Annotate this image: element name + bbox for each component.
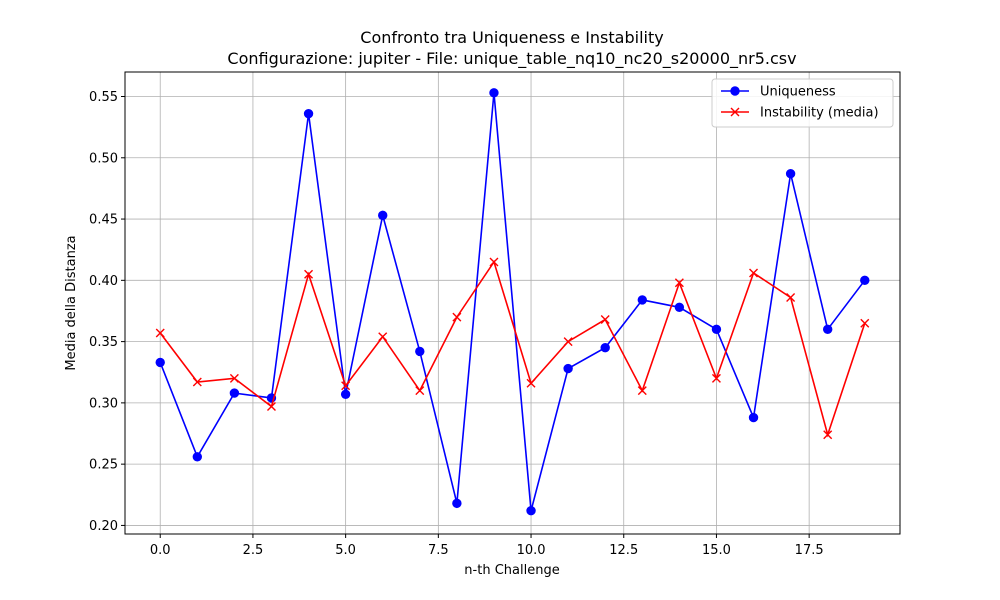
data-point-instability-media (526, 378, 536, 388)
x-tick-label: 15.0 (702, 543, 731, 558)
data-point-instability-media (304, 269, 314, 279)
data-point-uniqueness (415, 346, 425, 357)
data-point-instability-media (749, 268, 759, 278)
data-point-instability-media (860, 318, 870, 328)
data-point-uniqueness (378, 210, 388, 221)
data-point-uniqueness (785, 169, 796, 179)
data-point-uniqueness (822, 324, 833, 335)
data-point-instability-media (674, 278, 684, 288)
data-point-instability-media (452, 312, 462, 322)
data-point-instability-media (786, 292, 796, 302)
data-point-instability-media (489, 257, 499, 267)
data-point-uniqueness (452, 498, 462, 509)
legend-label-uniqueness: Uniqueness (760, 85, 836, 100)
data-point-instability-media (378, 332, 388, 342)
legend-box (711, 78, 894, 128)
data-point-uniqueness (711, 324, 722, 335)
x-tick-label: 2.5 (243, 543, 264, 558)
data-point-uniqueness (489, 88, 499, 98)
y-tick-label: 0.50 (89, 151, 118, 166)
chart-title-line2: Configurazione: jupiter - File: unique_t… (227, 49, 796, 69)
grid (125, 72, 900, 534)
data-point-uniqueness (563, 363, 573, 374)
data-point-uniqueness (860, 275, 870, 286)
data-point-uniqueness (155, 357, 165, 368)
data-point-instability-media (229, 373, 239, 383)
y-tick-label: 0.55 (89, 90, 118, 105)
data-point-instability-media (341, 381, 351, 391)
data-point-uniqueness (674, 302, 685, 312)
data-point-instability-media (637, 386, 647, 396)
data-point-instability-media (711, 373, 721, 383)
x-axis-label: n-th Challenge (464, 563, 559, 578)
x-tick-label: 5.0 (335, 543, 356, 558)
data-point-uniqueness (526, 506, 536, 516)
y-tick-label: 0.45 (89, 213, 118, 228)
plot-frame (124, 71, 901, 535)
series-line-instability-media (159, 260, 866, 438)
series-line-uniqueness (159, 92, 866, 511)
data-point-instability-media (563, 337, 573, 347)
data-point-uniqueness (229, 388, 240, 398)
legend: Uniqueness Instability (media) (711, 78, 894, 128)
x-axis: 0.0 2.5 5.0 7.5 10.0 12.5 15.0 17.5 (150, 534, 824, 558)
data-point-instability-media (600, 315, 610, 325)
data-point-instability-media (823, 430, 833, 440)
y-tick-label: 0.25 (89, 458, 118, 473)
x-tick-label: 0.0 (150, 543, 171, 558)
x-tick-label: 10.0 (517, 543, 546, 558)
data-point-instability-media (266, 402, 276, 412)
data-point-uniqueness (748, 412, 759, 423)
data-point-uniqueness (303, 108, 314, 119)
y-axis-label: Media della Distanza (64, 235, 79, 370)
x-tick-label: 7.5 (428, 543, 449, 558)
x-tick-label: 12.5 (609, 543, 638, 558)
data-point-instability-media (415, 386, 425, 396)
y-tick-label: 0.35 (89, 335, 118, 350)
legend-label-instability-media: Instability (media) (760, 106, 879, 121)
y-axis: 0.20 0.25 0.30 0.35 0.40 0.45 0.50 0.55 (89, 90, 125, 534)
plot-area (155, 88, 870, 516)
y-tick-label: 0.30 (89, 396, 118, 411)
chart-title-line1: Confronto tra Uniqueness e Instability (360, 28, 663, 47)
y-tick-label: 0.40 (89, 274, 118, 289)
data-point-uniqueness (192, 452, 203, 462)
legend-marker-instability-media (730, 107, 740, 117)
legend-marker-uniqueness (730, 86, 740, 96)
data-point-uniqueness (637, 295, 647, 305)
data-point-uniqueness (600, 343, 610, 353)
data-point-uniqueness (340, 389, 351, 399)
y-tick-label: 0.20 (89, 519, 118, 534)
data-point-instability-media (155, 328, 165, 338)
data-point-instability-media (192, 377, 202, 387)
x-tick-label: 17.5 (795, 543, 824, 558)
